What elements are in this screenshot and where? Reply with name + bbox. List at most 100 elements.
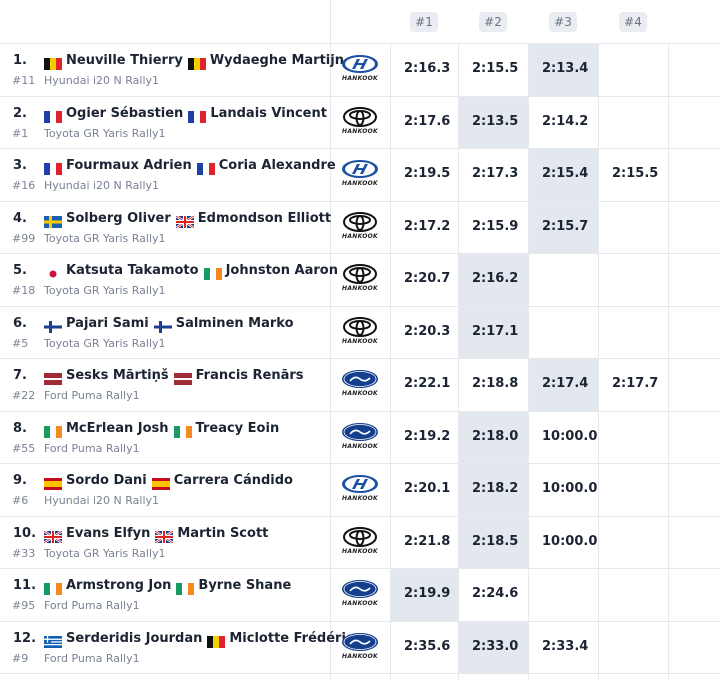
tyre-brand: HANKOOK: [342, 495, 378, 502]
stage-time: 2:20.7: [404, 271, 451, 286]
car-model: Ford Puma Rally1: [44, 651, 140, 665]
car-model: Toyota GR Yaris Rally1: [44, 126, 166, 140]
crew-name: Katsuta Takamoto: [66, 263, 199, 278]
stage-header: #4: [619, 12, 647, 32]
crew-name: Serderidis Jourdan: [66, 630, 203, 646]
best-time-highlight: [528, 200, 598, 253]
manufacturer-logo: [341, 106, 379, 127]
stage-time: 2:15.4: [542, 166, 589, 181]
stage-time: 2:15.9: [472, 218, 519, 234]
flag: [44, 318, 62, 333]
flag: [44, 580, 62, 595]
flag: [44, 108, 62, 123]
tyre-brand: HANKOOK: [342, 285, 378, 292]
row-divider: [0, 620, 720, 622]
car-model: Toyota GR Yaris Rally1: [44, 231, 166, 245]
flag: [203, 265, 222, 280]
row-divider: [0, 253, 720, 254]
car-model: Toyota GR Yaris Rally1: [44, 336, 166, 350]
row-divider: [0, 515, 720, 517]
stage-time: 2:18.5: [472, 533, 519, 549]
row-divider: [0, 410, 720, 412]
crew-name: Fourmaux Adrien: [66, 158, 192, 173]
flag: [44, 475, 62, 490]
car-model: Toyota GR Yaris Rally1: [44, 284, 166, 297]
tyre-brand: HANKOOK: [342, 75, 378, 82]
column-divider: [668, 43, 669, 680]
manufacturer-logo: [341, 264, 379, 284]
stage-time: 2:18.0: [472, 428, 519, 444]
position: 11.: [13, 578, 37, 593]
flag: [173, 370, 192, 385]
crew-name: Armstrong Jon: [66, 578, 172, 593]
crew-name: Solberg Oliver: [66, 210, 171, 226]
stage-time: 2:33.4: [542, 638, 589, 654]
car-number: #55: [12, 441, 36, 455]
position: 2.: [13, 105, 27, 121]
stage-time: 2:16.3: [404, 61, 451, 76]
stage-time: 2:14.2: [542, 113, 589, 129]
car-model: Hyundai i20 N Rally1: [44, 179, 160, 192]
stage-time: 2:17.4: [542, 376, 589, 391]
position: 4.: [13, 210, 27, 226]
stage-time: 2:24.6: [472, 586, 519, 601]
car-number: #6: [12, 494, 29, 507]
crew-name: Byrne Shane: [198, 578, 292, 593]
header-divider: [0, 43, 720, 44]
row-divider: [0, 568, 720, 569]
car-model: Toyota GR Yaris Rally1: [44, 546, 166, 560]
stage-time: 2:13.4: [542, 61, 589, 76]
tyre-brand: HANKOOK: [342, 180, 378, 187]
stage-time: 2:16.2: [472, 271, 519, 286]
car-number: #95: [12, 599, 36, 612]
manufacturer-logo: [341, 369, 379, 389]
manufacturer-logo: [341, 422, 379, 442]
flag: [44, 213, 62, 228]
tyre-brand: HANKOOK: [342, 442, 378, 450]
stage-time: 2:18.8: [472, 376, 519, 391]
best-time-highlight: [528, 358, 598, 411]
car-model: Ford Puma Rally1: [44, 441, 140, 455]
manufacturer-logo: [341, 579, 379, 599]
crew-name: Carrera Cándido: [173, 473, 293, 488]
crew-name: Wydaeghe Martijn: [209, 53, 344, 68]
crew-name: Landais Vincent: [210, 105, 327, 121]
car-number: #16: [12, 179, 36, 192]
tyre-brand: HANKOOK: [342, 652, 378, 660]
flag: [43, 528, 63, 544]
best-time-highlight: [458, 305, 528, 358]
tyre-brand: HANKOOK: [342, 547, 378, 555]
flag: [207, 633, 226, 648]
car-number: #99: [12, 231, 36, 245]
stage-time: 2:19.5: [404, 166, 451, 181]
position: 9.: [13, 473, 27, 488]
crew-name: Miclotte Frédéric: [229, 630, 354, 646]
best-time-highlight: [458, 95, 528, 148]
row-divider: [0, 305, 720, 307]
car-model: Hyundai i20 N Rally1: [44, 74, 160, 87]
column-divider: [598, 43, 599, 680]
flag: [44, 55, 62, 70]
position: 8.: [13, 420, 27, 436]
manufacturer-logo: [341, 474, 379, 494]
column-divider: [528, 43, 529, 680]
flag: [154, 528, 175, 544]
stage-time: 2:15.5: [612, 166, 659, 181]
stage-time: 2:15.7: [542, 218, 589, 234]
stage-header: #2: [479, 12, 507, 32]
row-divider: [0, 200, 720, 202]
position: 1.: [13, 53, 27, 68]
car-number: #5: [12, 336, 29, 350]
row-divider: [0, 673, 720, 674]
car-number: #18: [12, 284, 36, 297]
position: 5.: [13, 263, 27, 278]
flag: [44, 633, 62, 648]
crew-name: Treacy Eoin: [195, 420, 280, 436]
crew-name: McErlean Josh: [66, 420, 169, 436]
stage-time: 2:17.7: [612, 376, 659, 391]
car-model: Ford Puma Rally1: [44, 599, 140, 612]
best-time-highlight: [458, 463, 528, 516]
best-time-highlight: [458, 410, 528, 463]
car-number: #1: [12, 126, 29, 140]
